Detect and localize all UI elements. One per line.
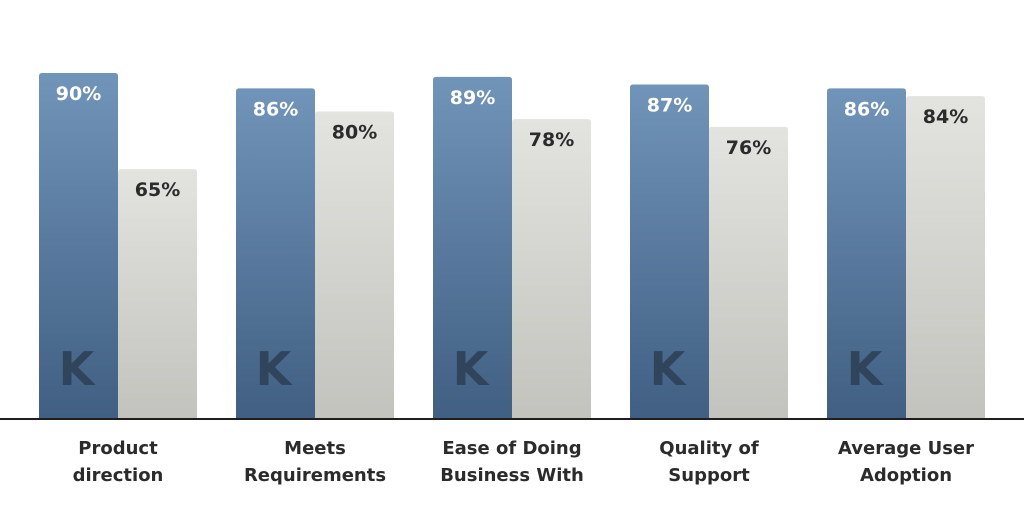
bar-primary-4 [827,88,906,419]
category-labels: Product direction Meets Requirements Ease of… [73,438,975,486]
bar-primary-3 [630,84,709,420]
data-label-secondary-1: 80% [332,121,377,143]
category-label-2-line-1: Business With [440,465,584,486]
labels-layer: 90% K 65% 86% K 80% 89% K 78% 87% K 76% 86% K 84% [56,83,968,396]
category-label-0-line-1: direction [73,465,164,486]
k-logo-watermark: K [847,342,885,396]
bars-layer [39,73,985,420]
data-label-primary-4: 86% [844,98,889,120]
category-label-4-line-1: Adoption [860,465,952,486]
bar-secondary-1 [315,111,394,419]
bar-primary-0 [39,73,118,419]
category-label-2-line-0: Ease of Doing [442,438,581,459]
data-label-secondary-2: 78% [529,129,574,151]
k-logo-watermark: K [650,342,688,396]
category-label-3-line-0: Quality of [659,438,759,459]
bar-primary-2 [433,76,512,419]
data-label-primary-3: 87% [647,95,692,117]
data-label-primary-1: 86% [253,98,298,120]
data-label-secondary-3: 76% [726,137,771,159]
k-logo-watermark: K [453,342,491,396]
data-label-primary-0: 90% [56,83,101,105]
k-logo-watermark: K [256,342,294,396]
category-label-3-line-1: Support [668,465,750,486]
data-label-secondary-4: 84% [923,106,968,128]
bar-secondary-0 [118,169,197,419]
category-label-4-line-0: Average User [838,438,974,459]
category-label-1-line-0: Meets [284,438,346,459]
category-label-1-line-1: Requirements [244,465,386,486]
bar-secondary-2 [512,119,591,419]
data-label-secondary-0: 65% [135,179,180,201]
category-label-0-line-0: Product [78,438,158,459]
data-label-primary-2: 89% [450,87,495,109]
k-logo-watermark: K [59,342,97,396]
bar-secondary-4 [906,96,985,420]
bar-primary-1 [236,88,315,419]
bar-secondary-3 [709,126,788,420]
